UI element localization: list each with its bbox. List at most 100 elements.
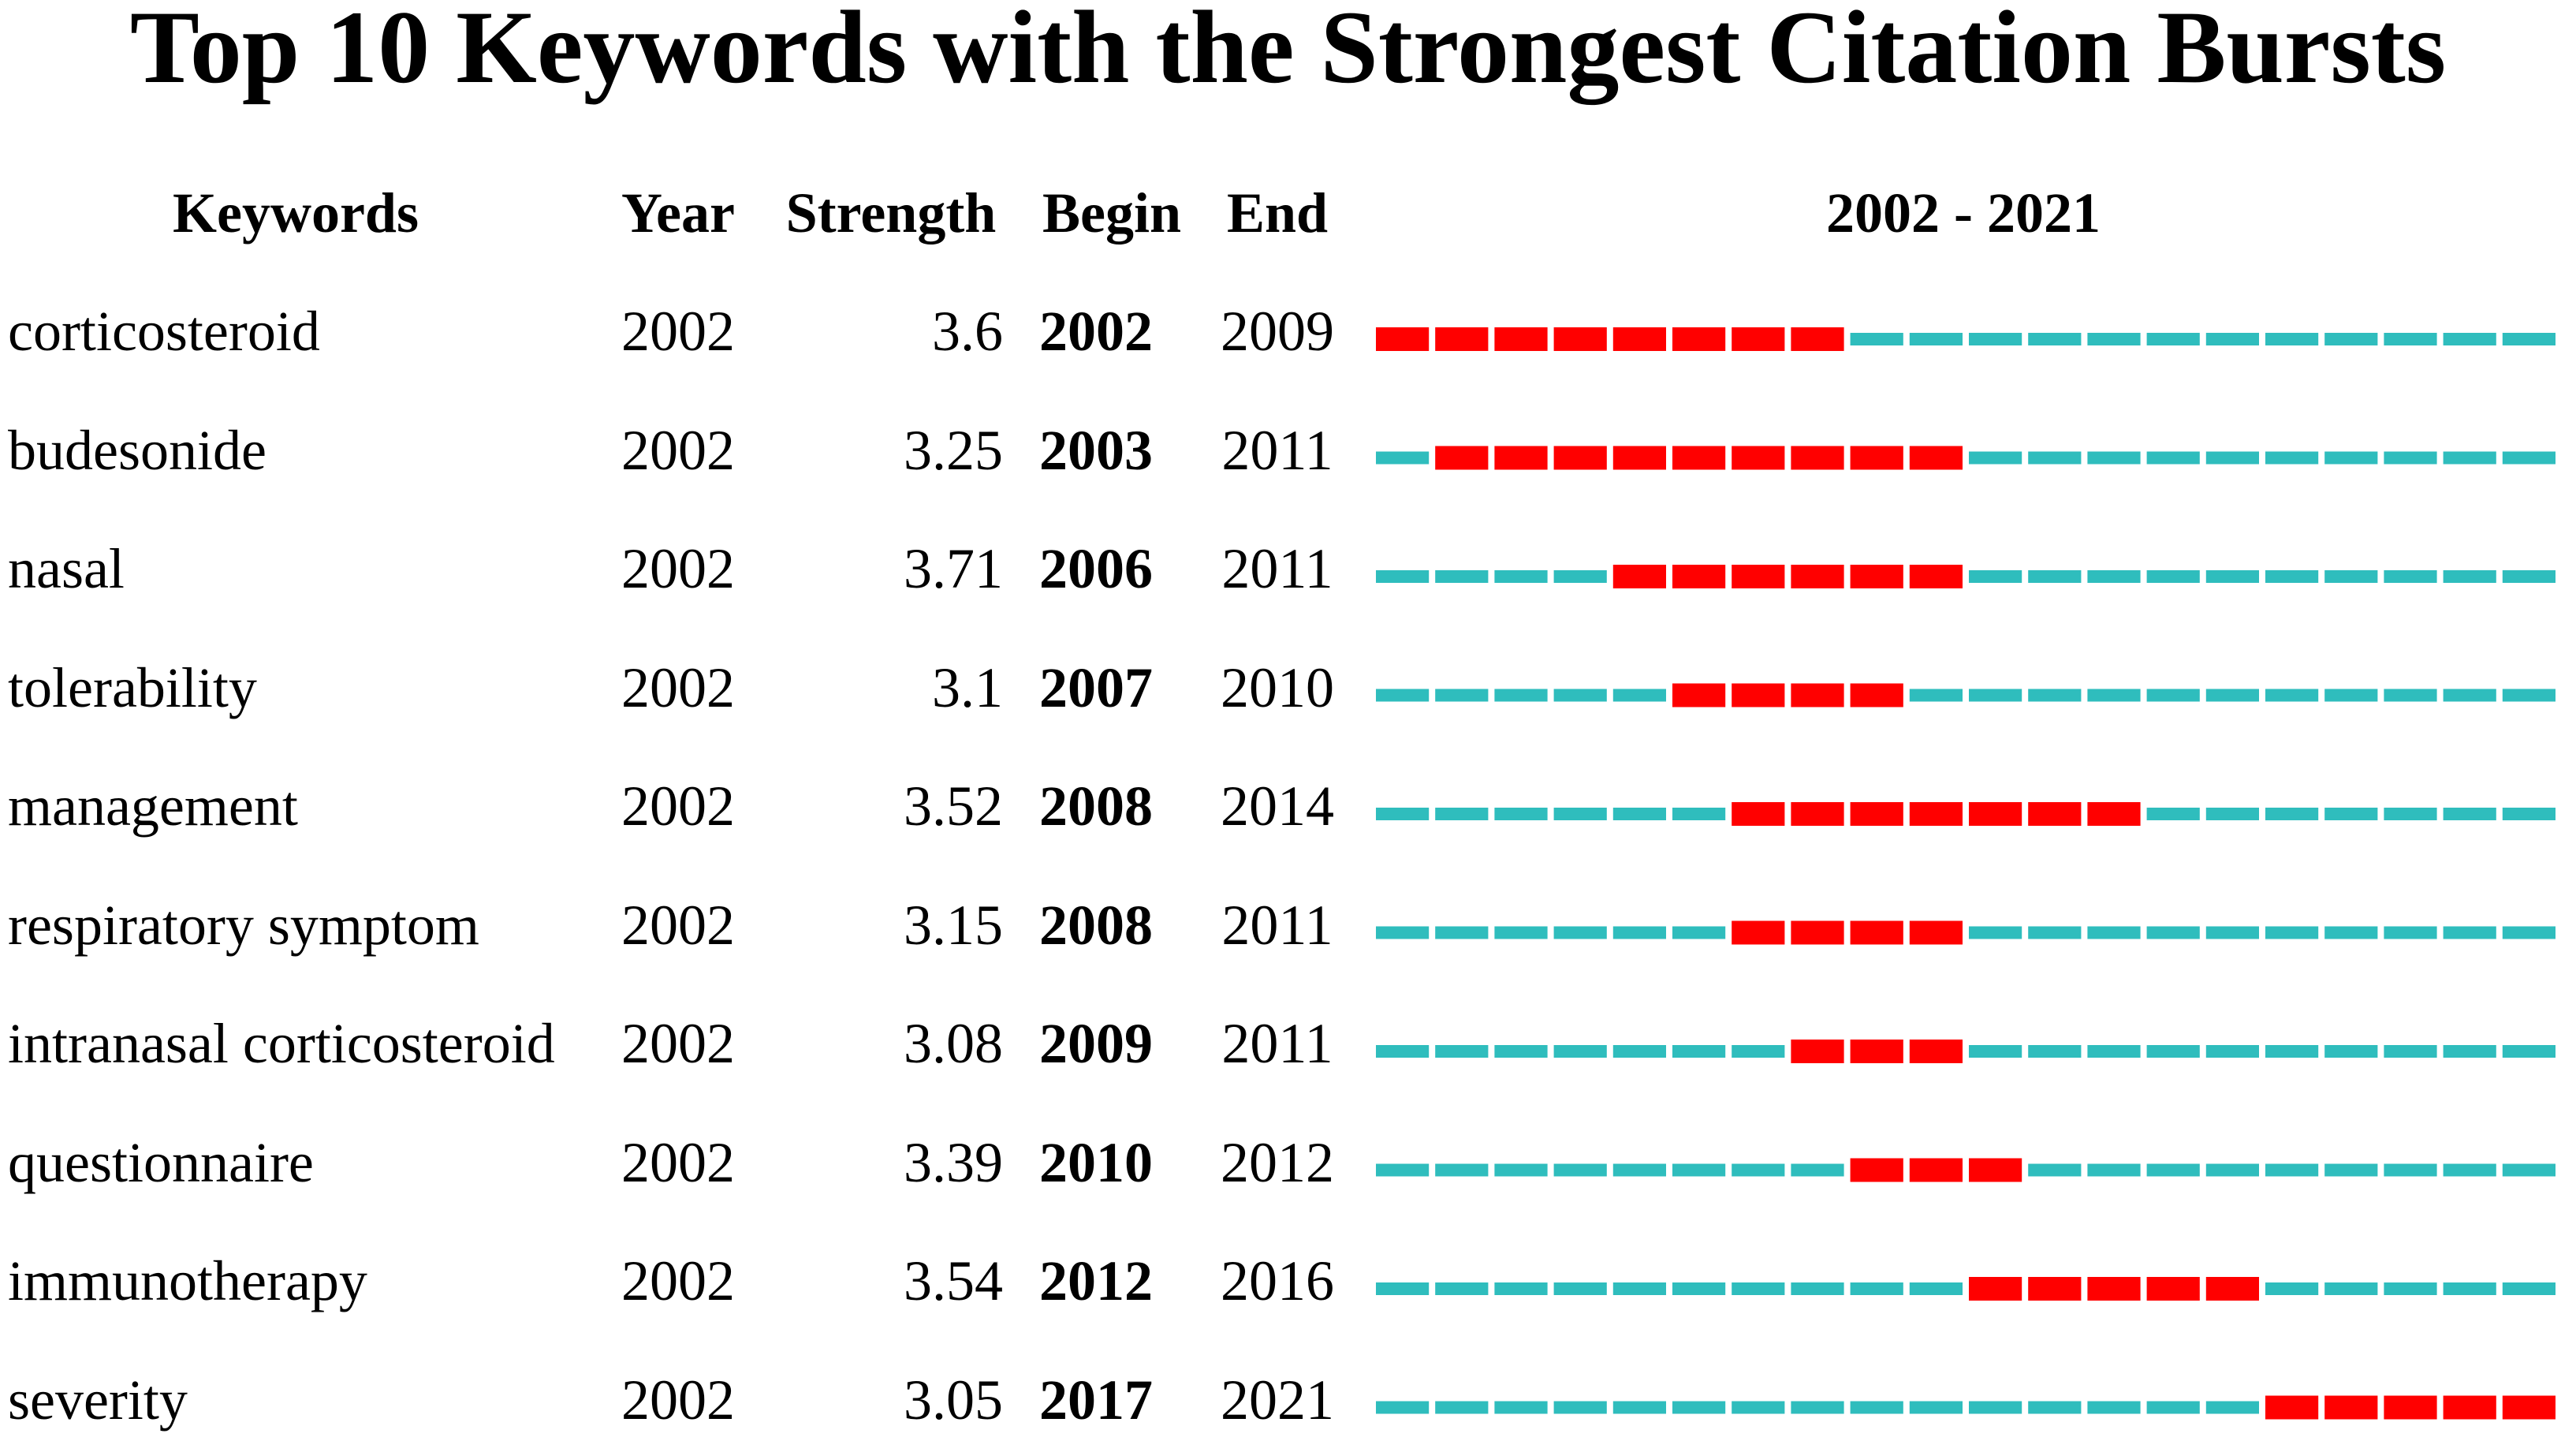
burst-segment [2384,1395,2437,1420]
baseline-segment [1494,1045,1548,1058]
baseline-segment [1553,1282,1607,1295]
baseline-segment [1376,1401,1430,1414]
baseline-segment [1435,689,1489,702]
baseline-segment [1612,689,1666,702]
begin-cell: 2012 [1039,1249,1153,1312]
begin-cell: 2008 [1039,893,1153,957]
baseline-segment [1850,1282,1903,1295]
strength-cell: 3.25 [904,418,1003,482]
baseline-segment [1435,808,1489,820]
burst-segment [1850,802,1903,826]
baseline-segment [2443,689,2496,702]
baseline-segment [1376,1163,1430,1177]
burst-segment [1732,327,1785,351]
baseline-segment [1732,1282,1785,1295]
burst-segment [2028,802,2082,826]
baseline-segment [2028,451,2082,465]
baseline-segment [2384,808,2437,820]
year-cell: 2002 [621,300,735,363]
baseline-segment [1791,1282,1844,1295]
baseline-segment [1435,1401,1489,1414]
baseline-segment [2146,333,2200,345]
baseline-segment [1553,808,1607,820]
baseline-segment [1376,926,1430,939]
baseline-segment [1376,451,1430,465]
baseline-segment [2205,1045,2259,1058]
begin-cell: 2008 [1039,775,1153,838]
baseline-segment [2384,1282,2437,1295]
burst-segment [1672,565,1726,588]
burst-segment [1791,802,1844,826]
burst-segment [2324,1395,2378,1420]
keyword-cell: tolerability [8,655,257,719]
baseline-segment [2324,333,2378,345]
burst-segment [1612,565,1666,588]
burst-segment [1850,920,1903,945]
year-cell: 2002 [621,418,735,482]
baseline-segment [1672,808,1726,820]
baseline-segment [2384,689,2437,702]
year-cell: 2002 [621,775,735,838]
header-keywords: Keywords [173,181,419,245]
baseline-segment [2146,570,2200,583]
baseline-segment [2146,451,2200,465]
baseline-segment [2443,570,2496,583]
baseline-segment [1909,1401,1963,1414]
burst-segment [1791,565,1844,588]
burst-segment [1494,327,1548,351]
burst-segment [1612,446,1666,470]
baseline-segment [2265,1282,2319,1295]
baseline-segment [1494,808,1548,820]
baseline-segment [1376,689,1430,702]
burst-segment [1732,802,1785,826]
keyword-cell: budesonide [8,418,267,482]
baseline-segment [2502,1282,2555,1295]
burst-segment [1909,802,1963,826]
strength-cell: 3.52 [904,775,1003,838]
burst-segment [1553,446,1607,470]
burst-segment [1909,1040,1963,1063]
baseline-segment [1672,1401,1726,1414]
baseline-segment [2324,808,2378,820]
baseline-segment [1909,689,1963,702]
baseline-segment [2265,926,2319,939]
baseline-segment [1553,570,1607,583]
baseline-segment [2205,451,2259,465]
burst-segment [1791,1040,1844,1063]
header-range: 2002 - 2021 [1826,181,2101,245]
baseline-segment [1435,570,1489,583]
baseline-segment [2265,333,2319,345]
baseline-segment [2146,926,2200,939]
baseline-segment [1612,1045,1666,1058]
burst-segment [1850,1158,1903,1182]
baseline-segment [2324,926,2378,939]
end-cell: 2010 [1221,655,1334,719]
baseline-segment [2502,1163,2555,1177]
burst-segment [1732,920,1785,945]
baseline-segment [2443,1045,2496,1058]
baseline-segment [1494,689,1548,702]
baseline-segment [2028,333,2082,345]
baseline-segment [1612,926,1666,939]
baseline-segment [2384,333,2437,345]
end-cell: 2011 [1221,893,1333,957]
strength-cell: 3.05 [904,1368,1003,1432]
begin-cell: 2007 [1039,655,1153,719]
burst-segment [1435,327,1489,351]
keyword-cell: respiratory symptom [8,893,479,957]
baseline-segment [2205,1163,2259,1177]
burst-segment [1791,327,1844,351]
baseline-segment [2443,451,2496,465]
baseline-segment [2146,808,2200,820]
keyword-cell: nasal [8,537,125,600]
baseline-segment [1732,1401,1785,1414]
burst-segment [1494,446,1548,470]
burst-segment [1909,446,1963,470]
end-cell: 2016 [1221,1249,1334,1312]
baseline-segment [2324,1282,2378,1295]
baseline-segment [1435,1163,1489,1177]
burst-segment [1732,683,1785,707]
baseline-segment [1494,570,1548,583]
baseline-segment [2502,1045,2555,1058]
